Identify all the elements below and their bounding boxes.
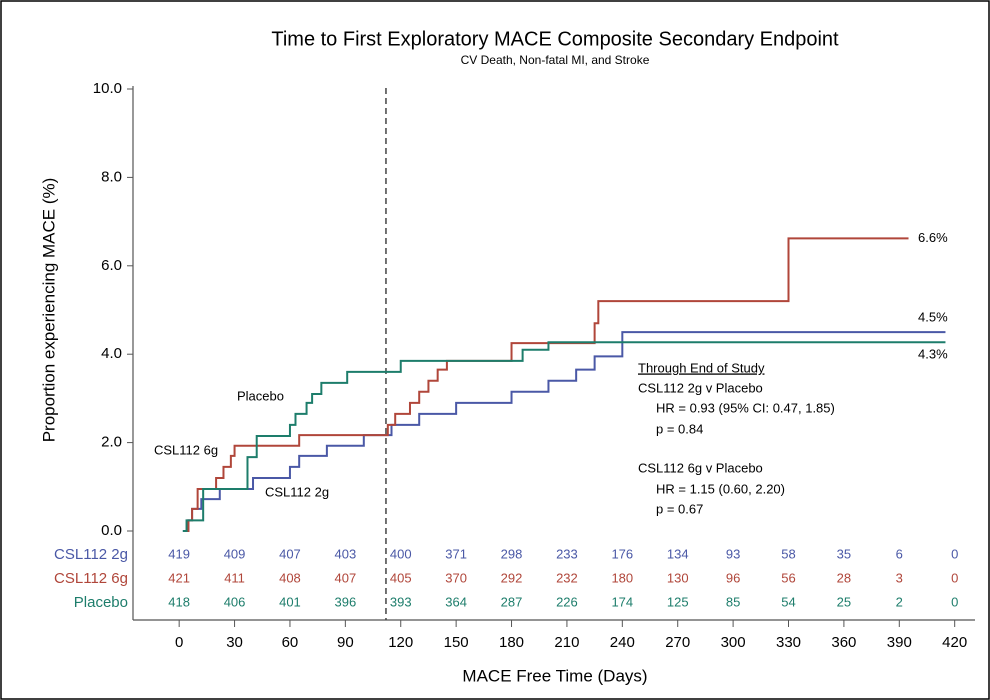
- at-risk-count: 0: [951, 570, 958, 585]
- at-risk-count: 292: [501, 570, 523, 585]
- chart-title: Time to First Exploratory MACE Composite…: [271, 28, 839, 50]
- at-risk-count: 409: [224, 546, 246, 561]
- at-risk-count: 134: [667, 546, 689, 561]
- x-tick-label: 60: [282, 634, 299, 651]
- x-tick-label: 240: [610, 634, 635, 651]
- at-risk-count: 130: [667, 570, 689, 585]
- x-tick-label: 360: [831, 634, 856, 651]
- km-curve: [182, 331, 946, 532]
- annotation: HR = 0.93 (95% CI: 0.47, 1.85): [656, 400, 835, 415]
- at-risk-count: 406: [224, 594, 246, 609]
- at-risk-count: 0: [951, 594, 958, 609]
- at-risk-count: 371: [445, 546, 467, 561]
- end-label: 6.6%: [918, 230, 948, 245]
- at-risk-count: 403: [334, 546, 356, 561]
- x-tick-label: 120: [388, 634, 413, 651]
- annotation: CSL112 6g v Placebo: [638, 460, 763, 475]
- at-risk-count: 418: [168, 594, 190, 609]
- at-risk-count: 58: [781, 546, 795, 561]
- annotation: CSL112 2g v Placebo: [638, 380, 763, 395]
- at-risk-count: 233: [556, 546, 578, 561]
- y-tick-label: 10.0: [93, 80, 122, 97]
- series-label: Placebo: [237, 388, 284, 403]
- x-tick-label: 0: [175, 634, 183, 651]
- at-risk-count: 54: [781, 594, 795, 609]
- annotation: Through End of Study: [638, 360, 765, 375]
- annotation: HR = 1.15 (0.60, 2.20): [656, 481, 785, 496]
- x-tick-label: 30: [226, 634, 243, 651]
- at-risk-count: 3: [896, 570, 903, 585]
- at-risk-count: 56: [781, 570, 795, 585]
- at-risk-count: 226: [556, 594, 578, 609]
- series-label: CSL112 6g: [154, 442, 218, 457]
- at-risk-count: 396: [334, 594, 356, 609]
- at-risk-count: 411: [224, 570, 245, 585]
- at-risk-count: 364: [445, 594, 467, 609]
- x-tick-label: 330: [776, 634, 801, 651]
- at-risk-count: 401: [279, 594, 301, 609]
- y-axis-label: Proportion experiencing MACE (%): [39, 178, 58, 443]
- end-label: 4.3%: [918, 347, 948, 362]
- annotation: p = 0.84: [656, 421, 703, 436]
- chart-subtitle: CV Death, Non-fatal MI, and Stroke: [461, 53, 650, 67]
- y-tick-label: 4.0: [101, 345, 122, 362]
- x-tick-label: 90: [337, 634, 354, 651]
- x-axis-label: MACE Free Time (Days): [462, 666, 647, 685]
- end-label: 4.5%: [918, 310, 948, 325]
- x-tick-label: 180: [499, 634, 524, 651]
- at-risk-count: 408: [279, 570, 301, 585]
- at-risk-count: 28: [837, 570, 851, 585]
- at-risk-count: 174: [611, 594, 633, 609]
- y-tick-label: 2.0: [101, 434, 122, 451]
- x-tick-label: 210: [554, 634, 579, 651]
- at-risk-count: 419: [168, 546, 190, 561]
- at-risk-count: 96: [726, 570, 740, 585]
- at-risk-count: 35: [837, 546, 851, 561]
- at-risk-row-label: CSL112 2g: [54, 546, 128, 563]
- at-risk-count: 176: [611, 546, 633, 561]
- x-tick-label: 300: [721, 634, 746, 651]
- at-risk-count: 370: [445, 570, 467, 585]
- at-risk-count: 405: [390, 570, 412, 585]
- y-tick-label: 8.0: [101, 168, 122, 185]
- at-risk-count: 0: [951, 546, 958, 561]
- at-risk-count: 232: [556, 570, 578, 585]
- at-risk-count: 287: [501, 594, 523, 609]
- x-tick-label: 150: [444, 634, 469, 651]
- at-risk-count: 125: [667, 594, 689, 609]
- at-risk-count: 393: [390, 594, 412, 609]
- y-tick-label: 0.0: [101, 522, 122, 539]
- at-risk-count: 93: [726, 546, 740, 561]
- at-risk-count: 2: [896, 594, 903, 609]
- x-tick-label: 420: [942, 634, 967, 651]
- at-risk-count: 400: [390, 546, 412, 561]
- series-label: CSL112 2g: [265, 484, 329, 499]
- km-curve: [182, 341, 946, 532]
- y-tick-label: 6.0: [101, 257, 122, 274]
- at-risk-count: 6: [896, 546, 903, 561]
- at-risk-row-label: CSL112 6g: [54, 570, 128, 587]
- at-risk-count: 421: [168, 570, 190, 585]
- annotation: p = 0.67: [656, 501, 703, 516]
- at-risk-count: 407: [334, 570, 356, 585]
- x-tick-label: 390: [887, 634, 912, 651]
- at-risk-count: 25: [837, 594, 851, 609]
- at-risk-count: 85: [726, 594, 740, 609]
- at-risk-count: 298: [501, 546, 523, 561]
- x-tick-label: 270: [665, 634, 690, 651]
- at-risk-count: 180: [611, 570, 633, 585]
- at-risk-row-label: Placebo: [74, 594, 128, 611]
- at-risk-count: 407: [279, 546, 301, 561]
